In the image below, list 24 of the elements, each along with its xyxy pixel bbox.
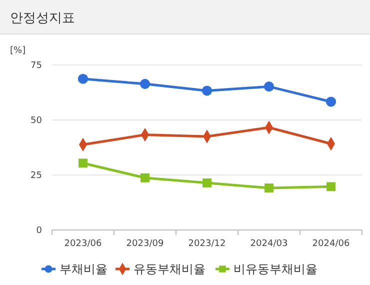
x-tick-label: 2024/06 — [312, 239, 350, 249]
point — [78, 74, 88, 84]
x-tick-label: 2023/12 — [188, 239, 226, 249]
point — [264, 82, 274, 92]
y-axis-title: [%] — [10, 46, 26, 56]
point — [140, 78, 150, 89]
x-tick-label: 2023/06 — [64, 239, 102, 249]
legend-label: 유동부채비율 — [134, 262, 206, 276]
y-tick-label: 25 — [30, 171, 42, 181]
point — [326, 182, 336, 192]
legend-label: 부채비율 — [60, 262, 108, 276]
point — [202, 86, 212, 96]
x-tick-label: 2024/03 — [250, 239, 288, 249]
point — [264, 184, 274, 192]
point — [326, 96, 336, 107]
legend-label: 비유동부채비율 — [234, 262, 318, 276]
y-tick-label: 50 — [30, 116, 42, 126]
point — [140, 173, 150, 182]
point — [202, 178, 212, 188]
point — [78, 158, 88, 168]
y-tick-label: 75 — [30, 61, 42, 71]
y-tick-label: 0 — [36, 226, 42, 236]
x-tick-label: 2023/09 — [126, 239, 164, 249]
chart-title: 안정성지표 — [10, 11, 75, 26]
